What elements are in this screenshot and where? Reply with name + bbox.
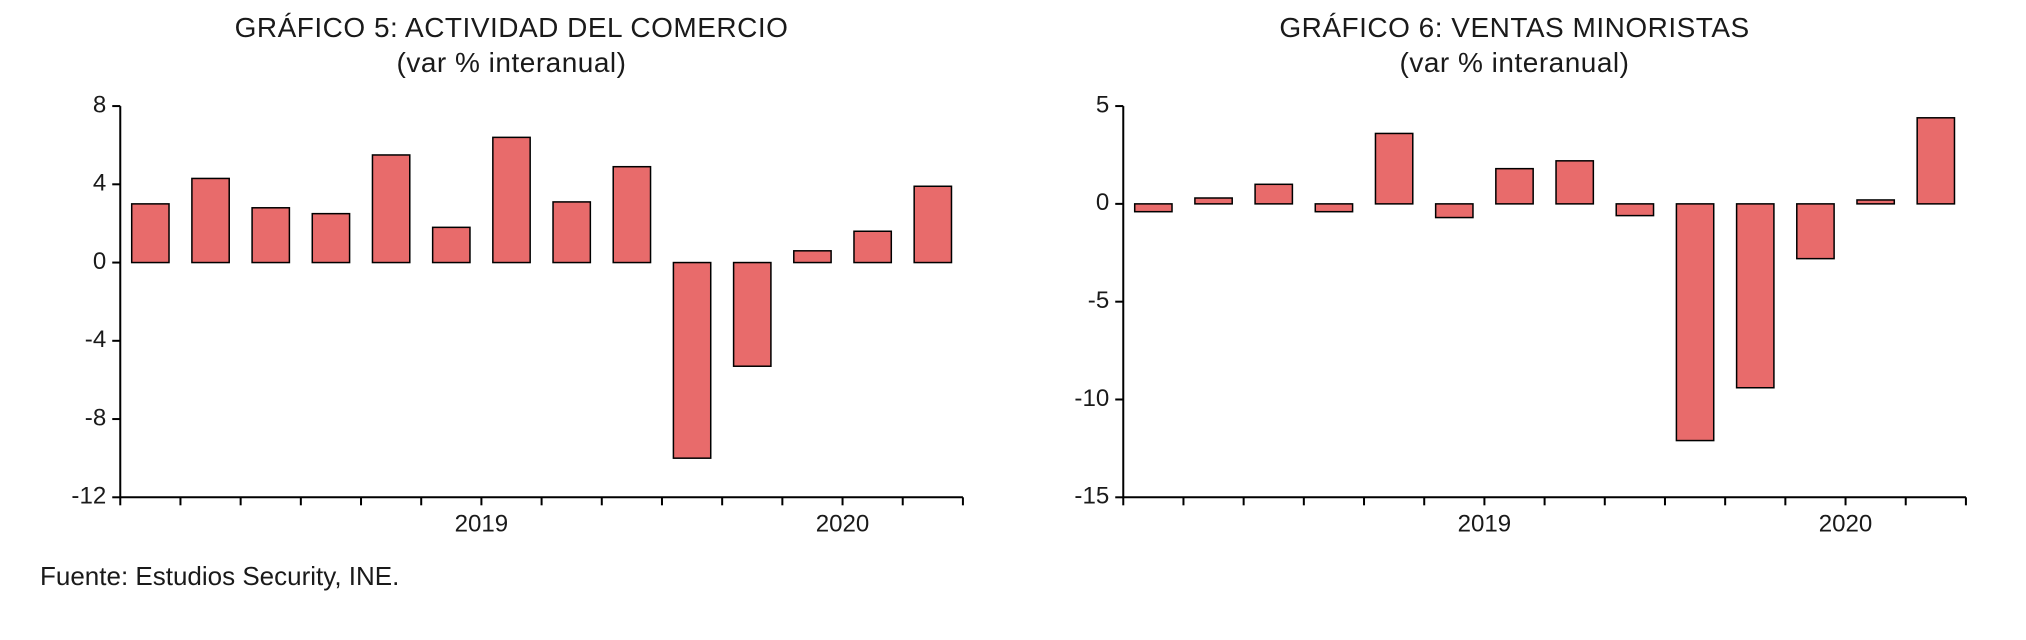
bar <box>1255 184 1292 204</box>
y-tick-label: -15 <box>1074 483 1109 510</box>
chart-minoristas: GRÁFICO 6: VENTAS MINORISTAS(var % inter… <box>1043 10 1986 547</box>
y-tick-label: 8 <box>93 91 106 118</box>
bar <box>734 263 771 367</box>
bar <box>192 178 229 262</box>
y-tick-label: 4 <box>93 170 106 197</box>
chart-title: GRÁFICO 5: ACTIVIDAD DEL COMERCIO(var % … <box>235 10 789 80</box>
y-tick-label: 0 <box>93 248 106 275</box>
charts-row: GRÁFICO 5: ACTIVIDAD DEL COMERCIO(var % … <box>40 10 1986 547</box>
bar <box>794 251 831 263</box>
y-tick-label: 0 <box>1096 189 1109 216</box>
bar <box>132 204 169 263</box>
chart-title-line1: GRÁFICO 6: VENTAS MINORISTAS <box>1279 10 1749 45</box>
chart-title-line2: (var % interanual) <box>235 45 789 80</box>
y-tick-label: -4 <box>85 326 106 353</box>
chart-title: GRÁFICO 6: VENTAS MINORISTAS(var % inter… <box>1279 10 1749 80</box>
x-tick-label: 2020 <box>816 510 870 537</box>
bar <box>433 227 470 262</box>
bar <box>1917 118 1954 204</box>
source-text: Fuente: Estudios Security, INE. <box>40 561 1986 592</box>
bar <box>1135 204 1172 212</box>
bar <box>914 186 951 262</box>
bar <box>1797 204 1834 259</box>
bar <box>1195 198 1232 204</box>
bar <box>1616 204 1653 216</box>
bar <box>1436 204 1473 218</box>
chart-svg: -12 -8 -4 0 4 8 2019 2020 <box>40 86 983 547</box>
bar <box>1676 204 1713 441</box>
chart-svg: -15 -10 -5 0 5 2019 2020 <box>1043 86 1986 547</box>
chart-title-line1: GRÁFICO 5: ACTIVIDAD DEL COMERCIO <box>235 10 789 45</box>
bar <box>1737 204 1774 388</box>
bar <box>1375 133 1412 203</box>
chart-title-line2: (var % interanual) <box>1279 45 1749 80</box>
y-tick-label: -10 <box>1074 385 1109 412</box>
bar <box>673 263 710 459</box>
y-tick-label: -8 <box>85 404 106 431</box>
y-tick-label: -5 <box>1088 287 1109 314</box>
chart-comercio: GRÁFICO 5: ACTIVIDAD DEL COMERCIO(var % … <box>40 10 983 547</box>
bar <box>252 208 289 263</box>
bar <box>1857 200 1894 204</box>
bar <box>553 202 590 263</box>
x-tick-label: 2019 <box>1458 510 1512 537</box>
bar <box>493 137 530 262</box>
y-tick-label: -12 <box>71 483 106 510</box>
bar <box>613 167 650 263</box>
bar <box>1556 161 1593 204</box>
bar <box>312 214 349 263</box>
x-tick-label: 2020 <box>1819 510 1873 537</box>
bar <box>1496 169 1533 204</box>
bar <box>1315 204 1352 212</box>
y-tick-label: 5 <box>1096 91 1109 118</box>
x-tick-label: 2019 <box>455 510 509 537</box>
bar <box>372 155 409 263</box>
bar <box>854 231 891 262</box>
